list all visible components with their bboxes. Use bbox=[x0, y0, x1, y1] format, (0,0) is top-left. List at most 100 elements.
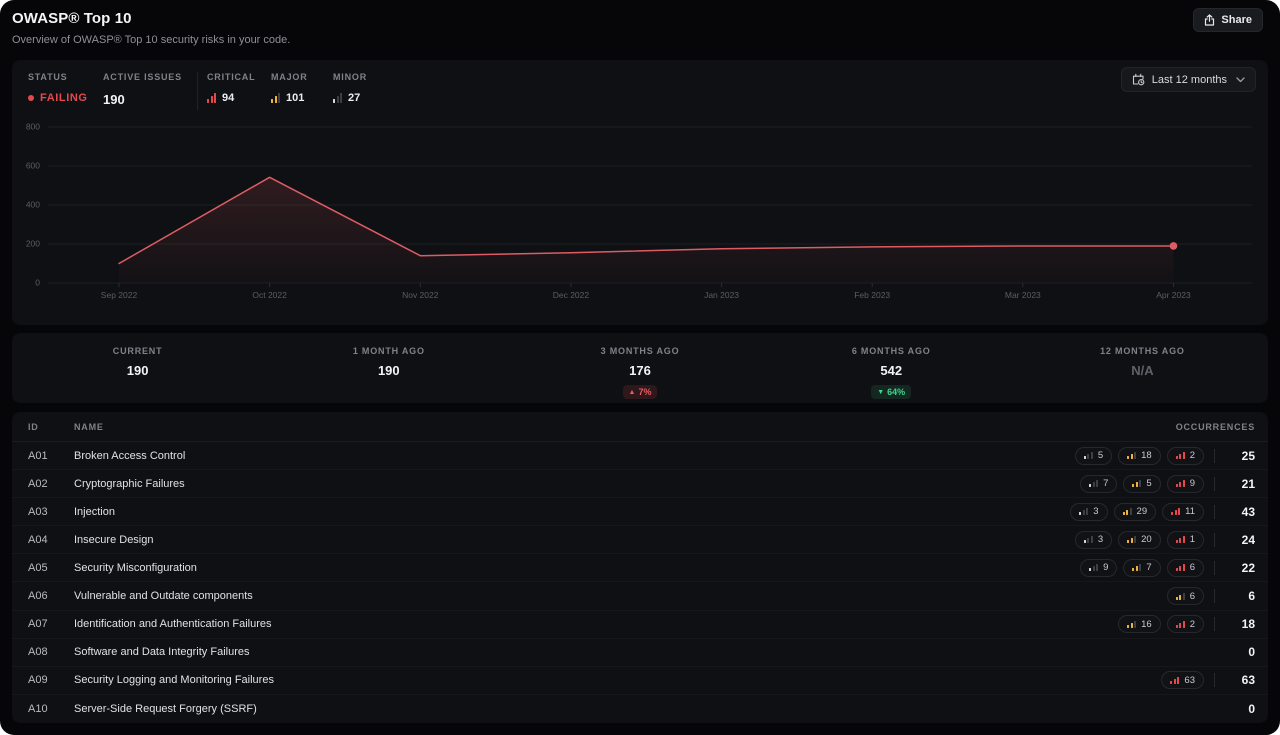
minor-severity-bars-icon bbox=[1079, 508, 1089, 516]
table-row[interactable]: A07 Identification and Authentication Fa… bbox=[12, 611, 1268, 639]
row-total: 0 bbox=[1248, 701, 1255, 716]
share-button[interactable]: Share bbox=[1193, 8, 1263, 32]
row-divider bbox=[1214, 617, 1215, 632]
x-axis-tick-label: Dec 2022 bbox=[553, 290, 590, 300]
row-id: A04 bbox=[28, 533, 48, 546]
major-count-pill: 5 bbox=[1123, 474, 1161, 493]
table-row[interactable]: A04 Insecure Design 3 20 1 24 bbox=[12, 526, 1268, 555]
critical-severity-bars-icon bbox=[1175, 480, 1185, 488]
row-name: Security Misconfiguration bbox=[74, 561, 197, 574]
critical-count: 63 bbox=[1184, 674, 1195, 686]
table-row[interactable]: A02 Cryptographic Failures 7 5 9 21 bbox=[12, 470, 1268, 499]
major-severity-bars-icon bbox=[1175, 592, 1185, 600]
minor-count: 9 bbox=[1103, 562, 1109, 574]
table-row[interactable]: A10 Server-Side Request Forgery (SSRF) 0 bbox=[12, 695, 1268, 723]
major-count-pill: 20 bbox=[1118, 530, 1161, 549]
minor-count: 5 bbox=[1097, 450, 1104, 462]
row-name: Insecure Design bbox=[74, 533, 154, 546]
table-row[interactable]: A08 Software and Data Integrity Failures… bbox=[12, 639, 1268, 667]
history-summary-panel: CURRENT 190 1 MONTH AGO 190 3 MONTHS AGO… bbox=[12, 333, 1268, 403]
trend-area-fill bbox=[119, 177, 1174, 283]
major-count: 20 bbox=[1141, 534, 1152, 546]
critical-severity-bars-icon bbox=[1175, 536, 1185, 544]
x-axis-tick-label: Feb 2023 bbox=[854, 290, 890, 300]
major-count: 6 bbox=[1189, 590, 1195, 602]
critical-count-pill: 9 bbox=[1166, 474, 1204, 493]
major-label: MAJOR bbox=[271, 72, 308, 82]
summary-6-months-label: 6 MONTHS AGO bbox=[851, 346, 931, 356]
delta-badge-down: ▼ 64% bbox=[871, 385, 912, 399]
row-total: 22 bbox=[1241, 560, 1255, 575]
table-row[interactable]: A06 Vulnerable and Outdate components 6 … bbox=[12, 582, 1268, 611]
critical-count: 1 bbox=[1189, 534, 1195, 546]
minor-count-pill: 3 bbox=[1070, 502, 1108, 521]
row-name: Security Logging and Monitoring Failures bbox=[74, 674, 274, 687]
issues-trend-chart[interactable]: 800 600 400 200 0 Sep 2022 Oct 2022 Nov 2022 Dec… bbox=[12, 118, 1268, 318]
x-axis-tick-label: Nov 2022 bbox=[402, 290, 439, 300]
critical-severity-bars-icon bbox=[1171, 508, 1181, 516]
critical-count: 11 bbox=[1185, 506, 1195, 518]
row-id: A07 bbox=[28, 618, 48, 631]
summary-1-month-ago: 1 MONTH AGO 190 bbox=[263, 346, 514, 403]
y-axis-tick-label: 200 bbox=[26, 239, 40, 249]
critical-count: 2 bbox=[1189, 450, 1195, 462]
major-count-pill: 18 bbox=[1118, 446, 1161, 465]
critical-severity-bars-icon bbox=[1175, 564, 1185, 572]
status-value-text: FAILING bbox=[40, 92, 88, 104]
minor-count: 3 bbox=[1097, 534, 1104, 546]
status-dot-icon bbox=[28, 95, 34, 101]
row-total: 6 bbox=[1248, 589, 1255, 604]
row-total: 63 bbox=[1241, 673, 1255, 688]
table-row[interactable]: A03 Injection 3 29 11 43 bbox=[12, 498, 1268, 527]
summary-current-value: 190 bbox=[126, 363, 149, 378]
column-header-id: ID bbox=[28, 421, 39, 432]
severity-pills: 9 7 6 bbox=[1080, 558, 1204, 577]
major-count: 5 bbox=[1146, 478, 1152, 490]
severity-pills: 5 18 2 bbox=[1074, 446, 1204, 465]
major-severity-bars-icon bbox=[271, 93, 280, 103]
row-name: Injection bbox=[74, 505, 115, 518]
major-severity-bars-icon bbox=[1122, 508, 1132, 516]
table-row[interactable]: A09 Security Logging and Monitoring Fail… bbox=[12, 667, 1268, 695]
minor-count: 3 bbox=[1093, 506, 1099, 518]
table-row[interactable]: A01 Broken Access Control 5 18 2 25 bbox=[12, 442, 1268, 471]
table-row[interactable]: A05 Security Misconfiguration 9 7 6 22 bbox=[12, 554, 1268, 583]
date-range-selector[interactable]: Last 12 months bbox=[1120, 67, 1256, 92]
severity-pills: 3 29 11 bbox=[1070, 502, 1204, 521]
critical-count-pill: 1 bbox=[1166, 530, 1204, 549]
x-axis-tick-label: Jan 2023 bbox=[704, 290, 739, 300]
critical-severity-bars-icon bbox=[207, 93, 216, 103]
active-issues-value: 190 bbox=[103, 92, 125, 107]
critical-count-pill: 2 bbox=[1166, 615, 1204, 634]
row-divider bbox=[1214, 476, 1215, 491]
delta-badge-up: ▲ 7% bbox=[622, 385, 658, 399]
minor-severity-bars-icon bbox=[333, 93, 342, 103]
active-issues-label: ACTIVE ISSUES bbox=[103, 72, 182, 82]
calendar-clock-icon bbox=[1132, 73, 1145, 86]
row-name: Software and Data Integrity Failures bbox=[74, 646, 250, 659]
row-id: A05 bbox=[28, 561, 48, 574]
page-header: OWASP® Top 10 Overview of OWASP® Top 10 … bbox=[0, 0, 1280, 56]
row-total: 24 bbox=[1241, 532, 1255, 547]
severity-pills: 63 bbox=[1161, 671, 1204, 690]
minor-count-pill: 3 bbox=[1074, 530, 1113, 549]
row-divider bbox=[1214, 589, 1215, 604]
row-total: 25 bbox=[1241, 448, 1255, 463]
page-title: OWASP® Top 10 bbox=[12, 10, 132, 27]
row-divider bbox=[1214, 504, 1215, 519]
row-name: Identification and Authentication Failur… bbox=[74, 618, 272, 631]
major-count-pill: 6 bbox=[1166, 587, 1204, 606]
column-header-occurrences: OCCURRENCES bbox=[1175, 421, 1255, 432]
row-divider bbox=[1214, 560, 1215, 575]
minor-severity-bars-icon bbox=[1089, 564, 1099, 572]
minor-count-pill: 9 bbox=[1080, 558, 1118, 577]
major-severity-bars-icon bbox=[1132, 480, 1142, 488]
minor-count-pill: 5 bbox=[1074, 446, 1113, 465]
owasp-top10-table-panel: ID NAME OCCURRENCES A01 Broken Access Co… bbox=[12, 412, 1268, 723]
critical-label: CRITICAL bbox=[207, 72, 256, 82]
major-count: 29 bbox=[1136, 506, 1148, 518]
status-bar-divider bbox=[197, 72, 198, 110]
row-total: 0 bbox=[1248, 645, 1255, 660]
summary-current: CURRENT 190 bbox=[12, 346, 263, 403]
issues-overview-panel: STATUS FAILING ACTIVE ISSUES 190 CRITICA… bbox=[12, 60, 1268, 325]
